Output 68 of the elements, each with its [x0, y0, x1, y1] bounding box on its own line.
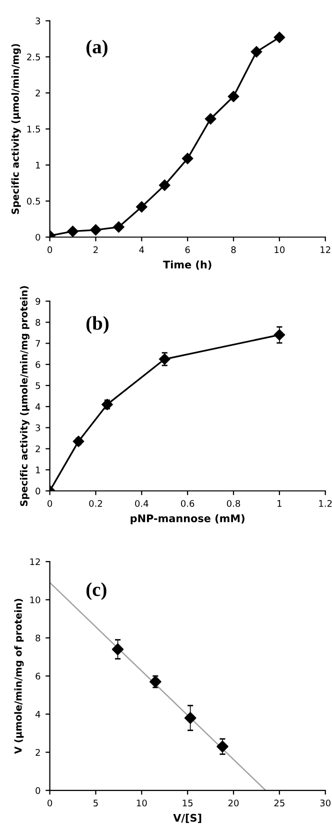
y-tick-label: 1: [36, 466, 40, 474]
x-tick-label: 5: [94, 800, 98, 806]
y-tick-label: 6: [36, 361, 40, 368]
x-tick-label: 0: [48, 500, 52, 507]
y-tick-label: 1.5: [27, 126, 40, 133]
y-tick-label: 3: [36, 18, 40, 24]
x-tick-label: 2: [94, 246, 98, 254]
annotation: (c): [86, 582, 106, 600]
x-tick-label: 8: [231, 246, 236, 254]
y-tick-label: 2.5: [27, 54, 40, 60]
x-tick-label: 25: [274, 800, 284, 806]
x-tick-label: 0.4: [135, 500, 148, 507]
x-tick-label: 0: [48, 246, 52, 254]
x-tick-label: 30: [320, 800, 331, 806]
y-tick-label: 12: [30, 558, 40, 566]
x-tick-label: 6: [185, 246, 190, 254]
y-tick-label: 1: [36, 162, 40, 168]
y-tick-label: 10: [30, 596, 40, 604]
y-axis-title: Specific activity (μmole/min/mg protein): [20, 286, 30, 506]
x-tick-label: 4: [139, 246, 144, 254]
point: [204, 113, 216, 124]
point: [159, 180, 170, 191]
point: [90, 224, 102, 236]
point: [182, 152, 194, 164]
x-tick-label: 0.6: [180, 500, 194, 507]
annotation: (b): [86, 316, 109, 334]
y-tick-label: 2: [36, 748, 40, 756]
y-tick-label: 4: [35, 710, 40, 718]
x-axis-title: V/[S]: [173, 814, 202, 824]
y-tick-label: 0: [36, 488, 40, 494]
y-tick-label: 5: [36, 382, 40, 390]
point: [150, 676, 162, 688]
annotation: (a): [86, 40, 108, 58]
x-tick-label: 10: [136, 800, 147, 806]
y-tick-label: 4: [35, 403, 40, 410]
y-tick-label: 2: [36, 90, 40, 96]
x-tick-label: 0.8: [226, 500, 240, 507]
point: [274, 32, 286, 43]
y-tick-label: 0: [36, 787, 40, 794]
y-tick-label: 8: [36, 318, 40, 326]
x-axis-title: Time (h): [163, 260, 212, 270]
x-tick-label: 20: [228, 800, 239, 806]
y-tick-label: 9: [36, 298, 40, 305]
point: [113, 221, 124, 233]
point: [136, 201, 148, 212]
x-tick-label: 0: [48, 800, 52, 806]
y-tick-label: 0: [36, 234, 40, 241]
y-tick-label: 7: [36, 340, 40, 347]
point: [67, 226, 78, 237]
x-tick-label: 12: [320, 246, 330, 254]
y-tick-label: 3: [36, 424, 40, 432]
y-tick-label: 8: [36, 634, 40, 642]
x-tick-label: 0.2: [89, 500, 102, 507]
x-tick-label: 10: [274, 246, 285, 254]
point: [228, 90, 240, 102]
y-axis-title: V (μmole/min/mg of protein): [14, 598, 24, 754]
y-tick-label: 0.5: [27, 198, 40, 205]
x-axis-title: pNP-mannose (mM): [130, 514, 244, 524]
point: [250, 46, 262, 58]
x-tick-label: 1: [278, 500, 282, 507]
y-axis-title: Specific activity (μmol/min/mg): [11, 44, 21, 214]
point: [184, 712, 196, 724]
x-tick-label: 15: [182, 800, 193, 806]
y-tick-label: 2: [36, 445, 40, 452]
point: [112, 643, 124, 656]
point: [216, 740, 228, 752]
x-tick-label: 1.2: [319, 500, 332, 507]
y-tick-label: 6: [36, 672, 40, 680]
